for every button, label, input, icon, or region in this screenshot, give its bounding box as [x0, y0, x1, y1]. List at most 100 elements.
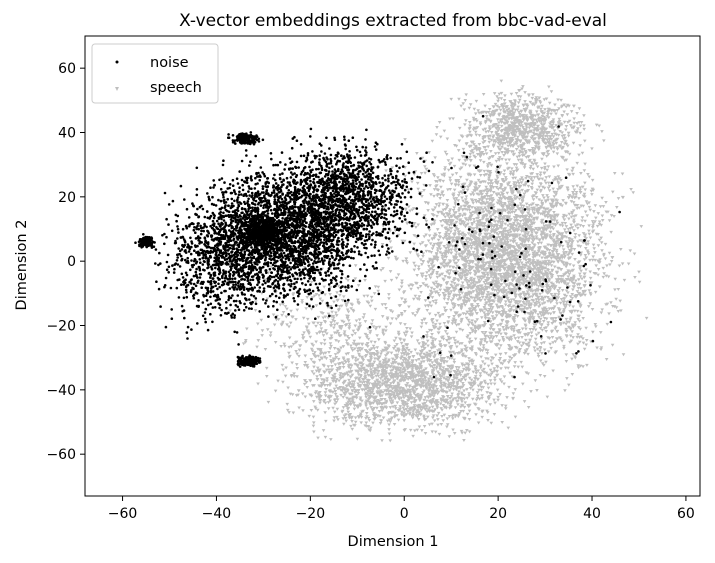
speech-point — [461, 188, 466, 192]
speech-point — [448, 161, 453, 165]
speech-point — [534, 333, 539, 337]
speech-point — [480, 295, 485, 299]
speech-point — [449, 182, 454, 186]
speech-point — [600, 214, 605, 218]
speech-point — [485, 273, 490, 277]
speech-point — [545, 395, 550, 399]
speech-point — [483, 337, 487, 341]
speech-point — [445, 238, 450, 242]
speech-point — [485, 349, 490, 353]
speech-point — [427, 312, 432, 316]
speech-point — [443, 275, 447, 279]
speech-point — [436, 210, 440, 214]
speech-point — [545, 194, 549, 198]
speech-point — [531, 239, 536, 243]
speech-point — [526, 184, 531, 188]
speech-point — [458, 175, 463, 179]
speech-point — [520, 335, 524, 339]
speech-point — [419, 172, 424, 176]
speech-point — [482, 189, 486, 193]
speech-point — [484, 198, 489, 202]
speech-point — [535, 228, 540, 232]
speech-point — [584, 268, 588, 272]
speech-point — [440, 224, 444, 228]
speech-point — [548, 342, 552, 346]
speech-point — [553, 340, 558, 344]
speech-point — [520, 365, 525, 369]
speech-point — [434, 133, 439, 137]
speech-point — [479, 277, 484, 281]
speech-point — [396, 273, 401, 277]
speech-point — [543, 162, 547, 166]
speech-point — [578, 287, 583, 291]
speech-point — [588, 302, 592, 306]
chart-title: X-vector embeddings extracted from bbc-v… — [179, 11, 607, 31]
speech-point — [434, 280, 439, 284]
speech-point — [453, 183, 458, 187]
speech-point — [443, 325, 448, 329]
speech-point — [571, 305, 575, 309]
speech-point — [535, 175, 540, 179]
speech-point — [481, 324, 485, 328]
speech-point — [423, 284, 428, 288]
speech-point — [527, 321, 532, 325]
speech-point — [502, 328, 506, 332]
speech-point — [469, 244, 474, 248]
speech-point — [471, 193, 476, 197]
speech-point — [546, 321, 551, 325]
speech-point — [554, 219, 559, 223]
speech-point — [463, 303, 467, 307]
speech-point — [496, 233, 500, 237]
speech-point — [554, 299, 559, 303]
speech-point — [494, 289, 499, 293]
speech-point — [438, 288, 443, 292]
speech-point — [462, 108, 467, 112]
speech-point — [485, 351, 490, 355]
speech-point — [459, 250, 464, 254]
speech-point — [422, 183, 426, 187]
speech-point — [519, 360, 523, 364]
speech-point — [538, 190, 543, 194]
speech-point — [545, 168, 549, 172]
speech-point — [535, 259, 540, 263]
speech-point — [580, 216, 585, 220]
speech-point — [452, 336, 456, 340]
speech-point — [560, 232, 565, 236]
speech-point — [445, 137, 450, 141]
speech-point — [501, 325, 505, 329]
speech-point — [596, 268, 601, 272]
speech-point — [499, 367, 503, 371]
speech-point — [544, 208, 548, 212]
speech-point — [593, 258, 597, 262]
speech-point — [529, 176, 534, 180]
speech-point — [405, 261, 410, 265]
speech-point — [538, 373, 543, 377]
speech-point — [560, 339, 564, 343]
speech-point — [524, 327, 528, 331]
speech-point — [586, 252, 591, 256]
speech-point — [546, 350, 551, 354]
speech-point — [585, 249, 590, 253]
speech-point — [576, 333, 580, 337]
speech-point — [571, 325, 576, 329]
speech-point — [462, 286, 467, 290]
speech-point — [484, 262, 489, 266]
speech-point — [573, 356, 578, 360]
speech-point — [571, 353, 575, 357]
speech-point — [542, 348, 547, 352]
speech-point — [554, 250, 559, 254]
speech-point — [511, 284, 516, 288]
speech-point — [571, 288, 575, 292]
speech-point — [480, 338, 484, 342]
speech-point — [469, 247, 474, 251]
speech-point — [499, 226, 504, 230]
speech-point — [479, 211, 484, 215]
speech-point — [420, 275, 425, 279]
speech-point — [536, 313, 540, 317]
speech-point — [468, 332, 473, 336]
speech-point — [483, 149, 488, 153]
speech-point — [509, 201, 514, 205]
speech-point — [459, 205, 464, 209]
speech-point — [533, 191, 538, 195]
speech-point — [493, 353, 498, 357]
